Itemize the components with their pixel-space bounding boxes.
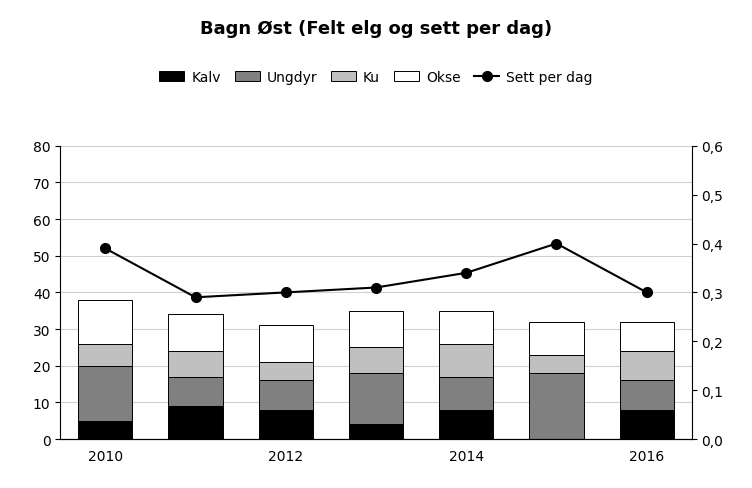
Bar	[168, 406, 223, 439]
Bar	[439, 311, 493, 344]
Bar	[439, 344, 493, 377]
Bar	[168, 351, 223, 377]
Bar	[78, 366, 132, 421]
Bar	[168, 377, 223, 406]
Bar	[78, 300, 132, 344]
Bar	[529, 322, 584, 355]
Bar	[620, 322, 674, 351]
Bar	[529, 355, 584, 373]
Bar	[529, 373, 584, 439]
Bar	[620, 410, 674, 439]
Bar	[259, 326, 313, 362]
Bar	[259, 362, 313, 381]
Legend: Kalv, Ungdyr, Ku, Okse, Sett per dag: Kalv, Ungdyr, Ku, Okse, Sett per dag	[153, 65, 599, 91]
Bar	[259, 381, 313, 410]
Bar	[259, 410, 313, 439]
Bar	[439, 410, 493, 439]
Bar	[349, 311, 403, 347]
Bar	[439, 377, 493, 410]
Bar	[620, 381, 674, 410]
Bar	[349, 347, 403, 373]
Bar	[620, 351, 674, 381]
Bar	[349, 373, 403, 425]
Bar	[78, 344, 132, 366]
Bar	[349, 425, 403, 439]
Bar	[78, 421, 132, 439]
Bar	[168, 315, 223, 351]
Text: Bagn Øst (Felt elg og sett per dag): Bagn Øst (Felt elg og sett per dag)	[200, 20, 552, 38]
